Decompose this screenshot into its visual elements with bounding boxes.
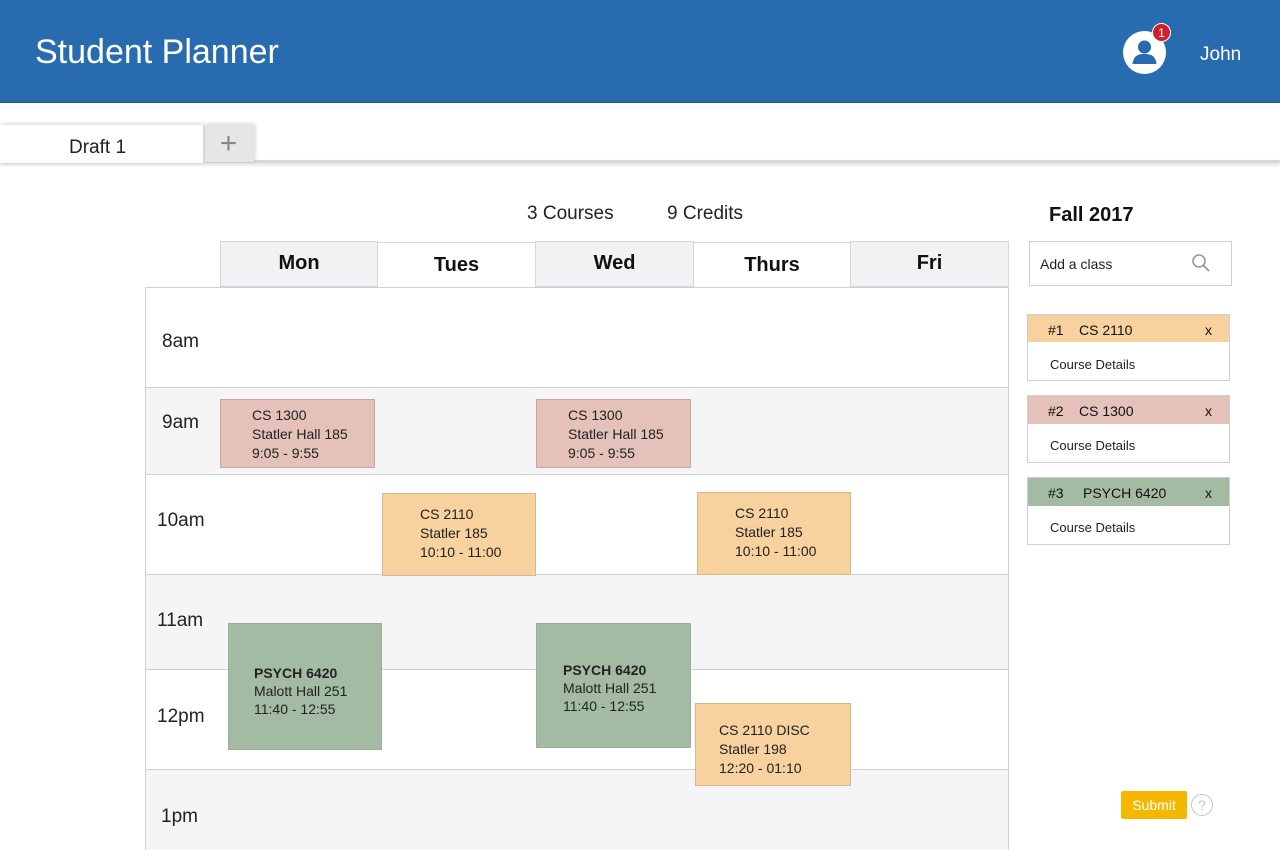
remove-course-button[interactable]: x (1205, 403, 1212, 419)
class-course: CS 1300 (252, 407, 307, 423)
class-block-cs2110disc-thurs[interactable]: CS 2110 DISC Statler 198 12:20 - 01:10 (695, 703, 851, 786)
time-label-8am: 8am (162, 331, 199, 352)
class-time: 9:05 - 9:55 (252, 445, 319, 461)
class-course: PSYCH 6420 (254, 665, 338, 681)
course-details-link[interactable]: Course Details (1050, 520, 1136, 535)
course-details-link[interactable]: Course Details (1050, 357, 1136, 372)
term-label: Fall 2017 (1049, 204, 1134, 226)
course-code: CS 1300 (1079, 403, 1134, 419)
class-time: 11:40 - 12:55 (254, 701, 336, 717)
course-card-header: #3 PSYCH 6420 x (1028, 478, 1229, 506)
course-count: 3 Courses (527, 203, 614, 224)
class-block-cs2110-tues[interactable]: CS 2110 Statler 185 10:10 - 11:00 (382, 493, 536, 576)
course-code: PSYCH 6420 (1083, 485, 1167, 501)
remove-course-button[interactable]: x (1205, 485, 1212, 501)
class-location: Statler 185 (420, 525, 488, 541)
class-block-cs1300-mon[interactable]: CS 1300 Statler Hall 185 9:05 - 9:55 (220, 399, 375, 468)
time-label-1pm: 1pm (161, 806, 198, 827)
course-card-header: #2 CS 1300 x (1028, 396, 1229, 424)
add-tab-button[interactable]: + (203, 125, 254, 162)
time-label-12pm: 12pm (157, 706, 205, 727)
course-card-header: #1 CS 2110 x (1028, 315, 1229, 342)
class-location: Malott Hall 251 (254, 683, 348, 699)
class-time: 12:20 - 01:10 (719, 760, 802, 776)
day-label: Tues (433, 254, 480, 276)
time-label-9am: 9am (162, 412, 199, 433)
day-label: Thurs (744, 254, 800, 276)
day-header-tues: Tues (377, 242, 536, 288)
add-class-search (1029, 241, 1232, 286)
class-location: Statler Hall 185 (568, 426, 664, 442)
course-card-psych6420: #3 PSYCH 6420 x Course Details (1027, 477, 1230, 545)
course-number: #3 (1048, 485, 1064, 501)
username-label[interactable]: John (1200, 44, 1242, 65)
course-number: #2 (1048, 403, 1064, 419)
class-location: Malott Hall 251 (563, 680, 657, 696)
credit-count: 9 Credits (667, 203, 744, 224)
class-location: Statler 198 (719, 741, 787, 757)
class-course: CS 1300 (568, 407, 623, 423)
day-header-wed: Wed (535, 241, 694, 287)
tab-bar-divider (0, 160, 1280, 163)
day-header-mon: Mon (220, 241, 378, 287)
course-number: #1 (1048, 322, 1064, 338)
help-icon[interactable]: ? (1191, 794, 1213, 816)
class-block-cs2110-thurs[interactable]: CS 2110 Statler 185 10:10 - 11:00 (697, 492, 851, 575)
plus-icon: + (219, 127, 238, 160)
time-label-10am: 10am (157, 510, 205, 531)
app-header: Student Planner 1 John (0, 0, 1280, 103)
course-code: CS 2110 (1079, 322, 1133, 338)
class-time: 9:05 - 9:55 (568, 445, 635, 461)
class-location: Statler Hall 185 (252, 426, 348, 442)
add-class-input[interactable] (1040, 254, 1190, 274)
search-icon[interactable] (1191, 253, 1211, 278)
class-block-cs1300-wed[interactable]: CS 1300 Statler Hall 185 9:05 - 9:55 (536, 399, 691, 468)
class-time: 10:10 - 11:00 (735, 543, 817, 559)
remove-course-button[interactable]: x (1205, 322, 1212, 338)
class-time: 11:40 - 12:55 (563, 698, 645, 714)
class-block-psych6420-wed[interactable]: PSYCH 6420 Malott Hall 251 11:40 - 12:55 (536, 623, 691, 748)
time-row-1pm (146, 770, 1008, 850)
day-label: Mon (278, 252, 320, 274)
class-course: CS 2110 (735, 505, 789, 521)
notification-badge[interactable]: 1 (1152, 23, 1171, 42)
class-time: 10:10 - 11:00 (420, 544, 502, 560)
class-course: CS 2110 DISC (719, 722, 810, 738)
day-label: Fri (916, 252, 943, 274)
course-card-cs2110: #1 CS 2110 x Course Details (1027, 314, 1230, 381)
day-header-fri: Fri (850, 241, 1009, 287)
tab-label: Draft 1 (69, 137, 127, 158)
day-header-thurs: Thurs (693, 242, 851, 288)
day-label: Wed (593, 252, 636, 274)
schedule-grid (145, 287, 1009, 850)
time-label-11am: 11am (157, 610, 204, 631)
app-title: Student Planner (35, 33, 279, 71)
time-row-10am (146, 475, 1008, 575)
class-block-psych6420-mon[interactable]: PSYCH 6420 Malott Hall 251 11:40 - 12:55 (228, 623, 382, 750)
class-location: Statler 185 (735, 524, 803, 540)
time-row-8am (146, 288, 1008, 388)
course-card-cs1300: #2 CS 1300 x Course Details (1027, 395, 1230, 463)
class-course: PSYCH 6420 (563, 662, 647, 678)
tab-draft-1[interactable]: Draft 1 (0, 125, 203, 163)
class-course: CS 2110 (420, 506, 474, 522)
submit-button[interactable]: Submit (1121, 791, 1187, 819)
course-details-link[interactable]: Course Details (1050, 438, 1136, 453)
